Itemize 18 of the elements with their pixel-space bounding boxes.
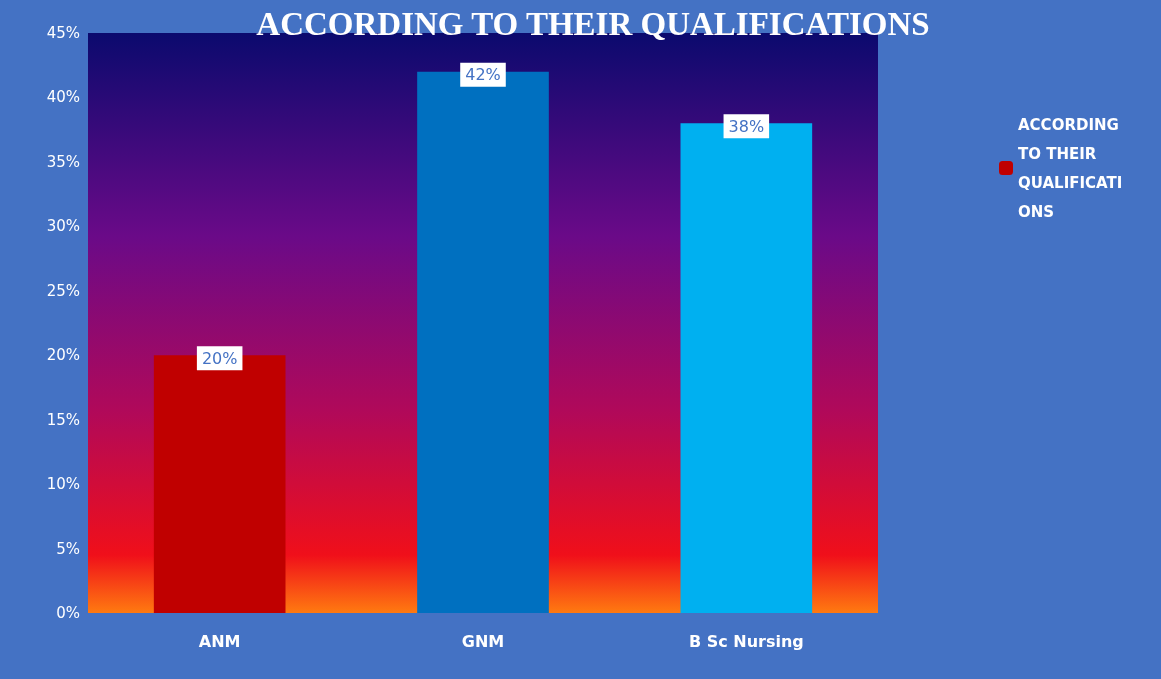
y-tick-label: 20% xyxy=(46,346,80,365)
y-tick-label: 5% xyxy=(56,539,80,558)
y-tick-label: 10% xyxy=(46,475,80,494)
y-tick-label: 35% xyxy=(46,152,80,171)
y-tick-label: 25% xyxy=(46,281,80,300)
y-tick-label: 45% xyxy=(46,24,80,42)
y-tick-label: 40% xyxy=(46,88,80,107)
x-tick-label: GNM xyxy=(461,631,505,651)
x-tick-label: B Sc Nursing xyxy=(688,631,804,651)
data-label: 20% xyxy=(201,348,238,368)
legend-label: ACCORDING TO THEIR QUALIFICATIONS xyxy=(1018,115,1125,221)
data-label: 42% xyxy=(465,65,501,85)
y-tick-label: 30% xyxy=(46,217,80,236)
y-tick-label: 0% xyxy=(56,604,80,622)
x-tick-label: ANM xyxy=(198,631,241,651)
data-label: 38% xyxy=(728,116,765,136)
y-tick-label: 15% xyxy=(46,410,80,429)
chart-title: ACCORDING TO THEIR QUALIFICATIONS xyxy=(256,5,930,42)
